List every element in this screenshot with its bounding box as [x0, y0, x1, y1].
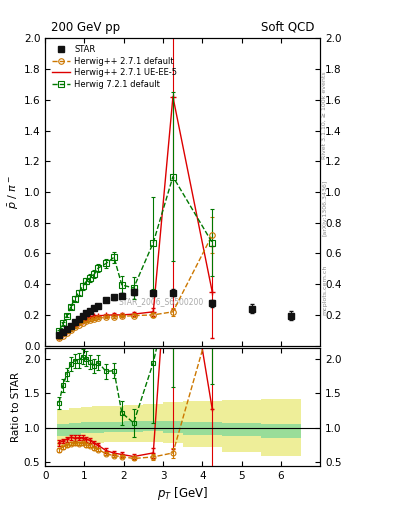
Text: Rivet 3.1.10, ≥ 100k events: Rivet 3.1.10, ≥ 100k events: [322, 71, 327, 159]
Text: 200 GeV pp: 200 GeV pp: [51, 21, 120, 34]
Y-axis label: Ratio to STAR: Ratio to STAR: [11, 372, 21, 442]
Y-axis label: $\bar{p}$ / $\pi^-$: $\bar{p}$ / $\pi^-$: [7, 175, 21, 209]
Text: mcplots.cern.ch: mcplots.cern.ch: [322, 265, 327, 315]
Text: [arXiv:1306.3436]: [arXiv:1306.3436]: [322, 179, 327, 236]
X-axis label: $p_T$ [GeV]: $p_T$ [GeV]: [157, 485, 208, 502]
Text: STAR_2006_S6500200: STAR_2006_S6500200: [118, 296, 203, 306]
Legend: STAR, Herwig++ 2.7.1 default, Herwig++ 2.7.1 UE-EE-5, Herwig 7.2.1 default: STAR, Herwig++ 2.7.1 default, Herwig++ 2…: [50, 42, 180, 91]
Text: Soft QCD: Soft QCD: [261, 21, 315, 34]
